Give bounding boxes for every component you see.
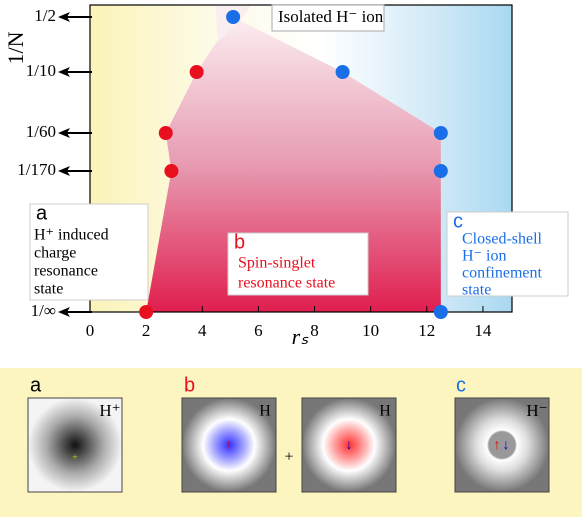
spin-arrow: ↓ [346,438,353,453]
spin-arrow: ↓ [503,438,510,453]
x-tick-label: 6 [254,321,263,340]
panel-label: H⁻ [526,401,547,420]
x-tick-label: 0 [86,321,95,340]
data-point [434,164,448,178]
annotation-letter: b [234,231,245,253]
panel-letter: a [30,374,42,396]
x-tick-label: 10 [362,321,379,340]
annotation-line: resonance state [238,275,335,292]
annotation-letter: a [36,202,48,224]
x-tick-label: 8 [310,321,319,340]
x-tick-label: 2 [142,321,151,340]
data-point [336,65,350,79]
spin-arrow: ↑ [494,438,501,453]
spin-arrow: ↑ [226,438,233,453]
y-tick-label: 1/60 [26,122,56,141]
panel-label: H⁺ [99,401,120,420]
y-tick-label: 1/10 [26,61,56,80]
y-tick-label: 1/∞ [31,301,56,320]
annotation: Isolated H⁻ ion [278,7,384,26]
data-point [434,126,448,140]
annotation-line: resonance [34,263,98,280]
panel-label: H [259,403,271,420]
annotation-letter: c [453,210,463,232]
data-point [190,65,204,79]
panel-letter: b [184,374,195,396]
x-tick-label: 14 [474,321,492,340]
annotation-line: H⁻ ion [462,248,506,265]
x-axis-label: rₛ [292,324,310,349]
panel-letter: c [456,374,466,396]
data-point [434,305,448,319]
data-point [159,126,173,140]
x-tick-label: 12 [418,321,435,340]
marker: + [72,452,78,463]
annotation-line: confinement [462,265,543,282]
y-tick-label: 1/2 [34,6,56,25]
y-tick-label: 1/170 [17,160,56,179]
annotation-line: state [462,282,491,299]
data-point [164,164,178,178]
panel-label: H [379,403,391,420]
y-axis-label: 1/N [3,31,28,64]
annotation-line: H⁺ induced [34,227,109,244]
data-point [139,305,153,319]
annotation-line: state [34,281,63,298]
annotation-line: Spin-singlet [238,255,316,272]
panel-label: + [284,449,293,466]
figure: + ↑ ↓ ↑ ↓ rₛ 1/N 0 2 4 6 8 10 12 14 1/2 1/10 1/60 1… [0,0,582,517]
annotation-line: Closed-shell [462,231,543,248]
data-point [226,10,240,24]
x-tick-label: 4 [198,321,207,340]
annotation-line: charge [34,245,76,262]
